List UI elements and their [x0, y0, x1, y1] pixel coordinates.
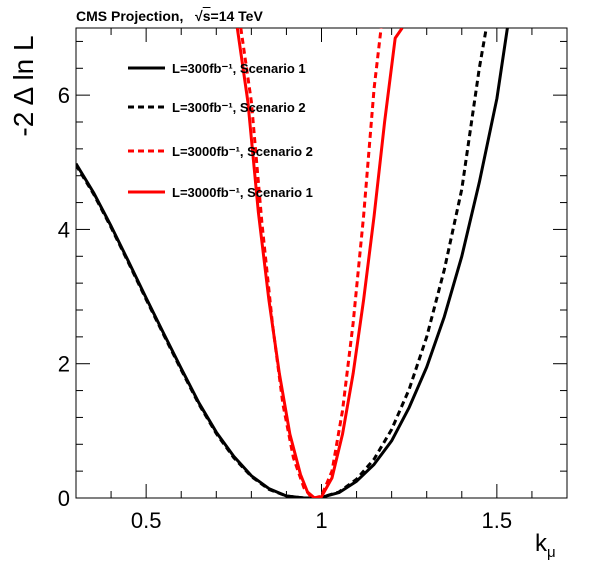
legend-label-4: L=3000fb⁻¹, Scenario 1	[172, 185, 313, 200]
series-line-2	[76, 28, 488, 498]
likelihood-curves	[76, 28, 509, 498]
y-tick-label: 0	[58, 486, 70, 511]
series-line-1	[76, 28, 509, 498]
plot-frame	[75, 27, 568, 499]
legend: L=300fb⁻¹, Scenario 1 L=300fb⁻¹, Scenario…	[128, 61, 313, 200]
header-prefix: CMS Projection,	[76, 8, 184, 24]
y-tick-label: 6	[58, 83, 70, 108]
x-tick-label: 0.5	[131, 508, 162, 533]
header-energy: =14 TeV	[210, 8, 263, 24]
chart-header: CMS Projection, √s=14 TeV	[76, 8, 263, 24]
y-tick-label: 4	[58, 217, 70, 242]
y-tick-label: 2	[58, 352, 70, 377]
x-axis-label-sub: μ	[547, 543, 556, 561]
y-axis-label: -2 Δ ln L	[8, 35, 39, 137]
header-sqrt-label: s	[202, 8, 211, 24]
series-line-4	[235, 28, 404, 498]
legend-label-1: L=300fb⁻¹, Scenario 1	[172, 61, 306, 76]
legend-label-3: L=3000fb⁻¹, Scenario 2	[172, 144, 313, 159]
axis-tick-labels: 0.5 1 1.5 0 2 4 6	[58, 83, 512, 533]
x-tick-label: 1	[315, 508, 327, 533]
x-axis-label-main: k	[535, 530, 547, 557]
axis-ticks	[75, 28, 568, 499]
legend-label-2: L=300fb⁻¹, Scenario 2	[172, 100, 306, 115]
series-line-3	[239, 28, 383, 498]
x-axis-label: kμ	[535, 530, 556, 561]
x-tick-label: 1.5	[482, 508, 513, 533]
